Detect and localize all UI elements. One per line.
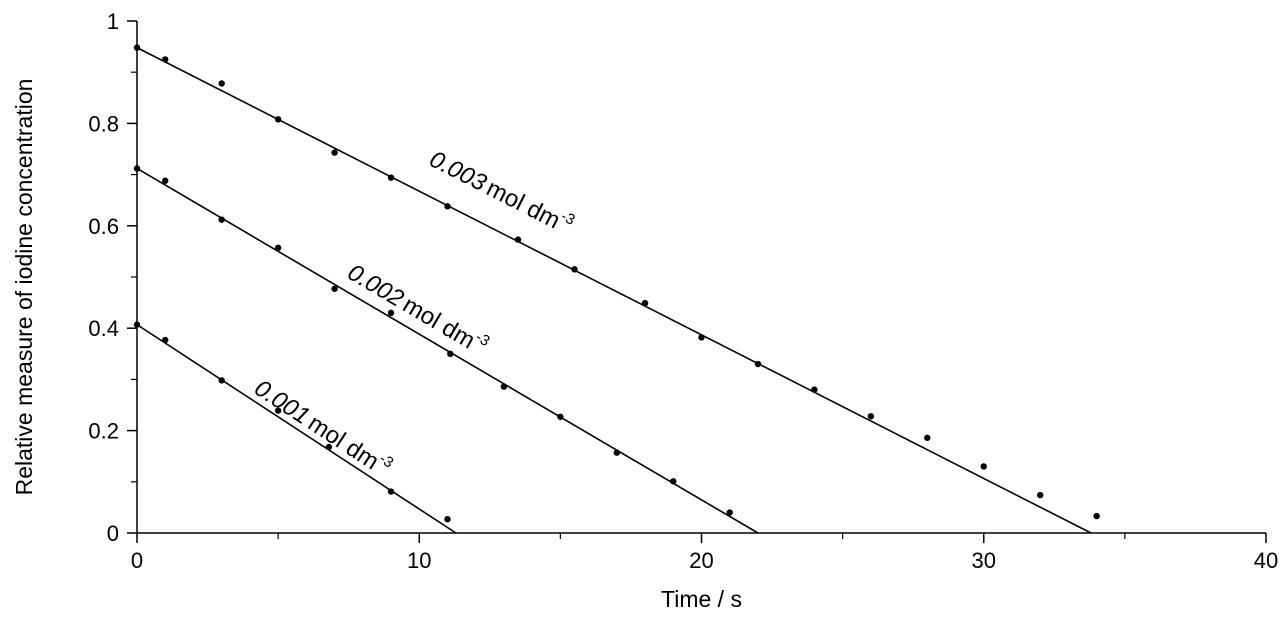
data-point xyxy=(162,336,169,344)
series-label: 0.001mol dm-3 xyxy=(249,372,396,482)
data-point xyxy=(162,56,169,63)
data-point xyxy=(325,443,333,451)
data-point xyxy=(218,216,225,223)
data-point xyxy=(331,285,338,292)
data-point xyxy=(133,165,141,172)
y-tick-label: 0.4 xyxy=(88,316,119,341)
data-point xyxy=(447,350,454,357)
data-point xyxy=(698,334,705,341)
data-point xyxy=(754,360,762,368)
x-tick-label: 20 xyxy=(689,548,713,573)
data-point xyxy=(1093,512,1100,520)
x-tick-label: 40 xyxy=(1254,548,1278,573)
data-point xyxy=(274,244,282,252)
series-labels: 0.003mol dm-3 0.002mol dm-3 0.001mol dm-3 xyxy=(249,143,578,482)
fit-lines xyxy=(136,46,1092,534)
data-point xyxy=(331,149,338,156)
data-point xyxy=(811,386,818,393)
fit-line xyxy=(136,46,1092,534)
x-tick-label: 0 xyxy=(131,548,143,573)
data-point xyxy=(162,177,169,184)
y-tick-label: 0.6 xyxy=(88,214,119,239)
y-tick-label: 1 xyxy=(107,9,119,34)
data-points xyxy=(133,44,1100,523)
data-point xyxy=(387,309,395,317)
fit-line xyxy=(136,167,759,534)
series-label: 0.002mol dm-3 xyxy=(343,256,493,361)
data-point xyxy=(670,478,677,485)
axes: 0 10 20 30 40 0 0.2 0.4 0.6 0.8 1 xyxy=(88,9,1278,573)
data-point xyxy=(387,174,395,181)
fit-line xyxy=(136,323,457,534)
data-point xyxy=(980,463,987,470)
data-point xyxy=(444,515,451,523)
data-point xyxy=(444,203,451,210)
y-axis-title: Relative measure of iodine concentration xyxy=(11,79,37,496)
x-ticks: 0 10 20 30 40 xyxy=(131,533,1278,573)
data-point xyxy=(133,321,141,328)
data-point xyxy=(133,44,141,51)
data-point xyxy=(387,488,395,495)
data-point xyxy=(218,80,225,87)
data-point xyxy=(924,434,931,441)
data-point xyxy=(726,509,733,516)
y-tick-label: 0.8 xyxy=(88,111,119,136)
data-point xyxy=(500,383,508,390)
y-tick-label: 0 xyxy=(107,521,119,546)
data-point xyxy=(557,413,564,420)
y-tick-label: 0.2 xyxy=(88,419,119,444)
data-point xyxy=(571,266,578,273)
data-point xyxy=(867,413,875,420)
data-point xyxy=(1037,491,1044,499)
series-label: 0.003mol dm-3 xyxy=(425,143,578,241)
x-axis-title: Time / s xyxy=(661,586,742,612)
data-point xyxy=(274,407,282,414)
x-tick-label: 30 xyxy=(972,548,996,573)
x-tick-label: 10 xyxy=(407,548,431,573)
data-point xyxy=(274,116,282,123)
data-point xyxy=(613,449,621,456)
data-point xyxy=(641,299,649,307)
data-point xyxy=(514,236,522,243)
y-ticks: 0 0.2 0.4 0.6 0.8 1 xyxy=(88,9,137,546)
data-point xyxy=(218,377,225,384)
